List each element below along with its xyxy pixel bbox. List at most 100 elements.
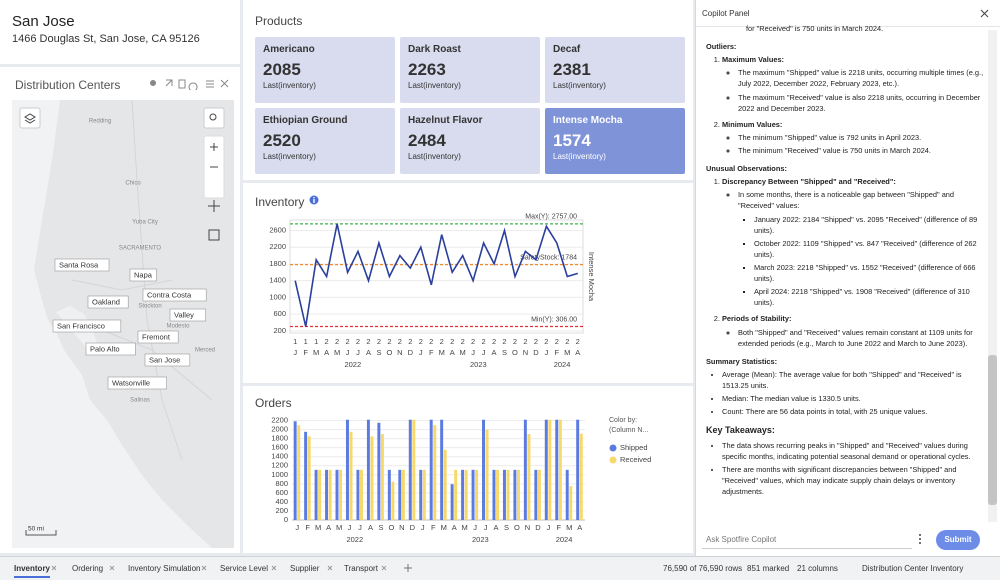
x-tick-label: J [547,523,551,532]
x-tick-label: O [514,523,520,532]
x-tick-label: S [502,348,507,357]
marker-box [54,258,110,272]
x-tick-label: A [366,348,371,357]
x-tick-label: A [368,523,373,532]
tab[interactable]: Ordering [72,564,104,573]
product-name: Americano [263,44,315,55]
product-tile[interactable]: Intense Mocha 1574 Last(inventory) [545,108,685,174]
x-tick-label: N [525,523,530,532]
copilot-intro: for "Received" is 750 units in March 202… [746,24,884,33]
product-tile[interactable]: Ethiopian Ground 2520 Last(inventory) [255,108,395,174]
message-list: Average (Mean): The average value for bo… [706,369,984,417]
y-tick-label: 200 [273,326,286,335]
message-text: January 2022: 2184 "Shipped" vs. 2095 "R… [754,214,978,235]
y-tick-label: 1400 [271,452,288,461]
bar [429,419,433,520]
message-list: January 2022: 2184 "Shipped" vs. 2095 "R… [738,214,984,309]
bar [496,469,500,520]
message-item: Both "Shipped" and "Received" values rem… [738,327,984,349]
y-tick-label: 1200 [271,461,288,470]
message-list: The maximum "Shipped" value is 2218 unit… [722,67,984,113]
tab-close [109,565,115,571]
marker-label: San Jose [149,355,180,364]
y-tick-label: 2200 [269,242,286,251]
close-button[interactable] [980,9,989,18]
map-button[interactable] [203,107,225,129]
line-series [294,223,579,327]
marker-box [107,376,167,390]
tab-icons [51,564,412,572]
map-toolbar[interactable] [148,78,232,90]
message-item: October 2022: 1109 "Shipped" vs. 847 "Re… [754,238,984,260]
product-tile[interactable]: Hazelnut Flavor 2484 Last(inventory) [400,108,540,174]
x-tick-label: M [334,348,340,357]
status-item: 21 columns [797,564,838,573]
marker-label: Santa Rosa [59,260,99,269]
year-label: 2023 [472,535,489,544]
copilot-input[interactable]: Ask Spotfire Copilot [702,529,912,549]
info-icon[interactable] [309,195,319,205]
product-tile[interactable]: Americano 2085 Last(inventory) [255,37,395,103]
message-text: The maximum "Received" value is also 221… [738,92,981,113]
bar [492,469,496,520]
x-tick-label: D [535,523,541,532]
x-day-label: 2 [576,337,580,346]
location-address: 1466 Douglas St, San Jose, CA 95126 [12,33,200,45]
product-measure: Last(inventory) [553,152,606,161]
x-tick-label: M [441,523,447,532]
product-tile[interactable]: Decaf 2381 Last(inventory) [545,37,685,103]
message-item: Median: The median value is 1330.5 units… [722,393,984,404]
scrollbar[interactable] [988,30,997,522]
bar [502,469,506,520]
tab[interactable]: Inventory Simulation [128,564,201,573]
copilot-messages: for "Received" is 750 units in March 202… [706,23,984,523]
tab-close [271,565,277,571]
orders-title: Orders [255,396,292,410]
layers-icon [24,113,36,124]
bar [523,419,527,520]
scroll-thumb[interactable] [988,355,997,505]
product-tile[interactable]: Dark Roast 2263 Last(inventory) [400,37,540,103]
map[interactable]: Redding Chico Yuba City SACRAMENTO Stockton M… [12,100,234,548]
bar [485,429,489,520]
item-title: Discrepancy Between "Shipped" and "Recei… [722,177,896,187]
scale-bar [25,530,57,536]
message-text: Median: The median value is 1330.5 units… [722,394,861,404]
x-tick-label: J [348,523,352,532]
y-tick-label: 2000 [271,425,288,434]
x-tick-label: A [577,523,582,532]
x-tick-label: J [545,348,549,357]
tab[interactable]: Supplier [290,564,320,573]
x-tick-label: A [494,523,499,532]
submit-button[interactable]: Submit [936,530,980,550]
status-item: 76,590 of 76,590 rows [663,564,743,573]
tab[interactable]: Transport [344,564,378,573]
bar [408,419,412,520]
product-measure: Last(inventory) [553,81,606,90]
tab[interactable]: Service Level [220,564,269,573]
message-text: The maximum "Shipped" value is 2218 unit… [738,68,984,89]
message-text: April 2024: 2218 "Shipped" vs. 1908 "Rec… [754,287,970,308]
copilot-header: Copilot Panel [696,0,1000,27]
tab-close [381,565,387,571]
bar [325,469,329,520]
item-title: Maximum Values: [722,55,785,65]
bar [579,433,583,520]
x-day-label: 2 [482,337,486,346]
x-day-label: 2 [408,337,412,346]
y-tick-label: 1000 [269,292,286,301]
marker-label: Valley [174,310,194,319]
x-tick-label: A [326,523,331,532]
x-tick-label: M [566,523,572,532]
tab[interactable]: Inventory [14,564,51,578]
map-button[interactable] [19,107,41,129]
bar [506,469,510,520]
more-button[interactable] [918,533,922,545]
bar [534,469,538,520]
x-tick-label: M [460,348,466,357]
x-tick-label: M [564,348,570,357]
section-heading: Unusual Observations: [706,164,787,174]
x-tick-label: A [324,348,329,357]
x-tick-label: N [397,348,402,357]
